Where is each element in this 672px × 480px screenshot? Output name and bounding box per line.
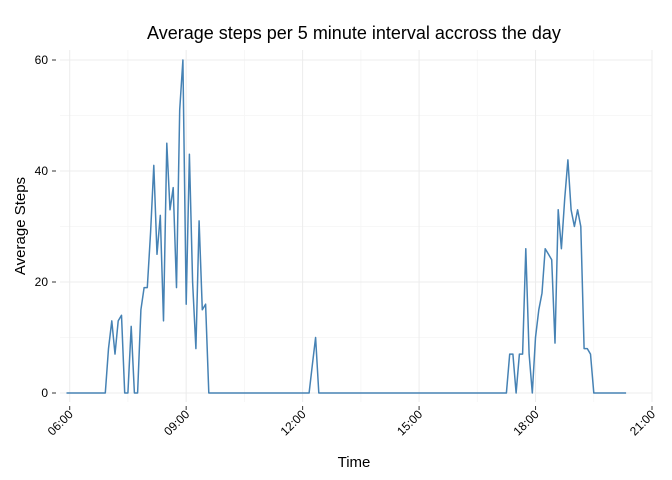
- series-line-average-steps: [66, 59, 627, 394]
- y-tick-label: 0: [41, 386, 48, 400]
- x-tick-label: 18:00: [511, 407, 542, 438]
- grid: [60, 50, 653, 402]
- x-tick-label: 12:00: [278, 407, 309, 438]
- x-axis: 06:00 09:00 12:00 15:00 18:00 21:00: [45, 406, 658, 438]
- y-tick-label: 40: [35, 164, 49, 178]
- x-tick-label: 15:00: [394, 407, 425, 438]
- y-axis-label: Average Steps: [12, 177, 29, 275]
- y-tick-label: 60: [35, 53, 49, 67]
- x-axis-label: Time: [338, 454, 371, 471]
- y-axis: 0 20 40 60: [35, 53, 56, 400]
- x-tick-label: 06:00: [45, 407, 76, 438]
- x-tick-label: 09:00: [161, 407, 192, 438]
- chart-title: Average steps per 5 minute interval accr…: [147, 23, 561, 43]
- x-tick-label: 21:00: [627, 407, 658, 438]
- y-tick-label: 20: [35, 275, 49, 289]
